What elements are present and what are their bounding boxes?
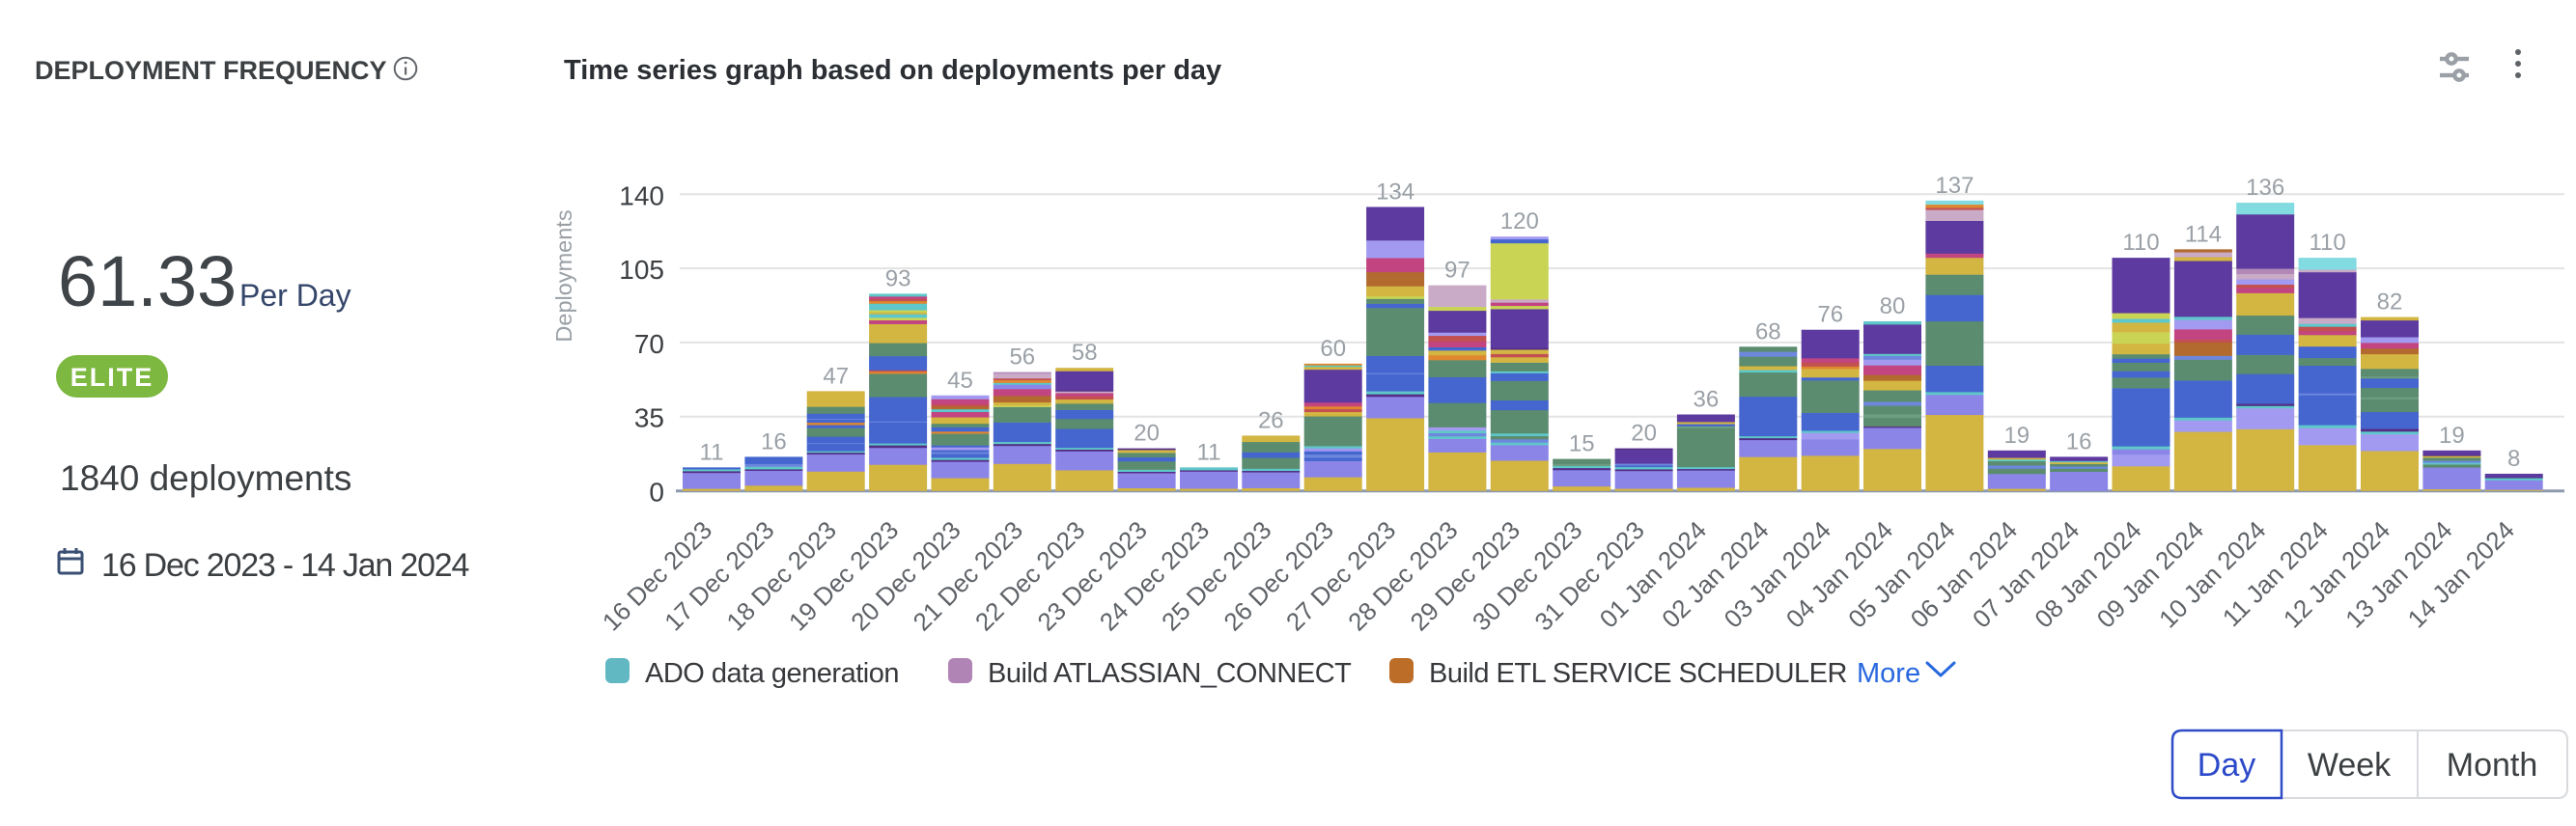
svg-text:35: 35 [634, 403, 664, 433]
svg-text:16: 16 [2066, 428, 2092, 454]
svg-text:1840 deployments: 1840 deployments [60, 458, 351, 498]
svg-text:58: 58 [1072, 340, 1098, 366]
svg-text:36: 36 [1694, 387, 1720, 413]
svg-text:137: 137 [1935, 173, 1974, 199]
svg-text:26: 26 [1258, 407, 1284, 433]
svg-text:15: 15 [1569, 431, 1595, 457]
svg-text:68: 68 [1755, 318, 1781, 344]
svg-text:DEPLOYMENT FREQUENCY: DEPLOYMENT FREQUENCY [35, 56, 387, 85]
svg-text:20: 20 [1631, 421, 1657, 447]
svg-text:110: 110 [2309, 230, 2345, 256]
svg-text:Day: Day [2198, 747, 2255, 784]
svg-text:110: 110 [2122, 230, 2159, 256]
svg-text:114: 114 [2185, 221, 2222, 247]
svg-text:61.33: 61.33 [58, 241, 237, 321]
svg-text:20: 20 [1134, 421, 1160, 447]
svg-text:136: 136 [2246, 175, 2284, 201]
svg-text:120: 120 [1500, 208, 1539, 234]
svg-text:47: 47 [823, 363, 849, 389]
svg-text:ADO data generation: ADO data generation [645, 658, 899, 689]
svg-text:Deployments: Deployments [551, 209, 576, 342]
svg-text:140: 140 [619, 180, 664, 210]
svg-text:97: 97 [1444, 258, 1470, 284]
svg-text:8: 8 [2507, 446, 2520, 472]
svg-text:16 Dec 2023 - 14 Jan 2024: 16 Dec 2023 - 14 Jan 2024 [101, 547, 468, 584]
svg-text:Per Day: Per Day [239, 278, 351, 313]
svg-text:ELITE: ELITE [70, 363, 154, 392]
svg-text:Build ETL SERVICE SCHEDULER: Build ETL SERVICE SCHEDULER [1429, 658, 1847, 689]
svg-text:Build ATLASSIAN_CONNECT: Build ATLASSIAN_CONNECT [988, 658, 1352, 689]
svg-text:Week: Week [2308, 747, 2392, 784]
svg-text:93: 93 [885, 265, 911, 291]
svg-text:76: 76 [1817, 302, 1843, 328]
svg-text:0: 0 [649, 478, 664, 508]
svg-text:56: 56 [1009, 344, 1035, 371]
svg-text:19: 19 [2003, 423, 2030, 449]
svg-text:60: 60 [1320, 336, 1346, 362]
svg-text:45: 45 [947, 368, 973, 394]
svg-text:Time series graph based on dep: Time series graph based on deployments p… [564, 55, 1221, 86]
svg-text:134: 134 [1376, 179, 1414, 206]
svg-text:16: 16 [761, 428, 787, 454]
svg-text:105: 105 [619, 255, 664, 285]
svg-text:11: 11 [700, 439, 724, 465]
svg-text:More: More [1857, 658, 1920, 689]
svg-text:80: 80 [1880, 293, 1906, 319]
svg-text:82: 82 [2377, 289, 2403, 316]
svg-text:19: 19 [2439, 423, 2465, 449]
svg-text:Month: Month [2447, 747, 2538, 784]
svg-text:70: 70 [634, 329, 664, 359]
svg-text:11: 11 [1197, 439, 1221, 465]
